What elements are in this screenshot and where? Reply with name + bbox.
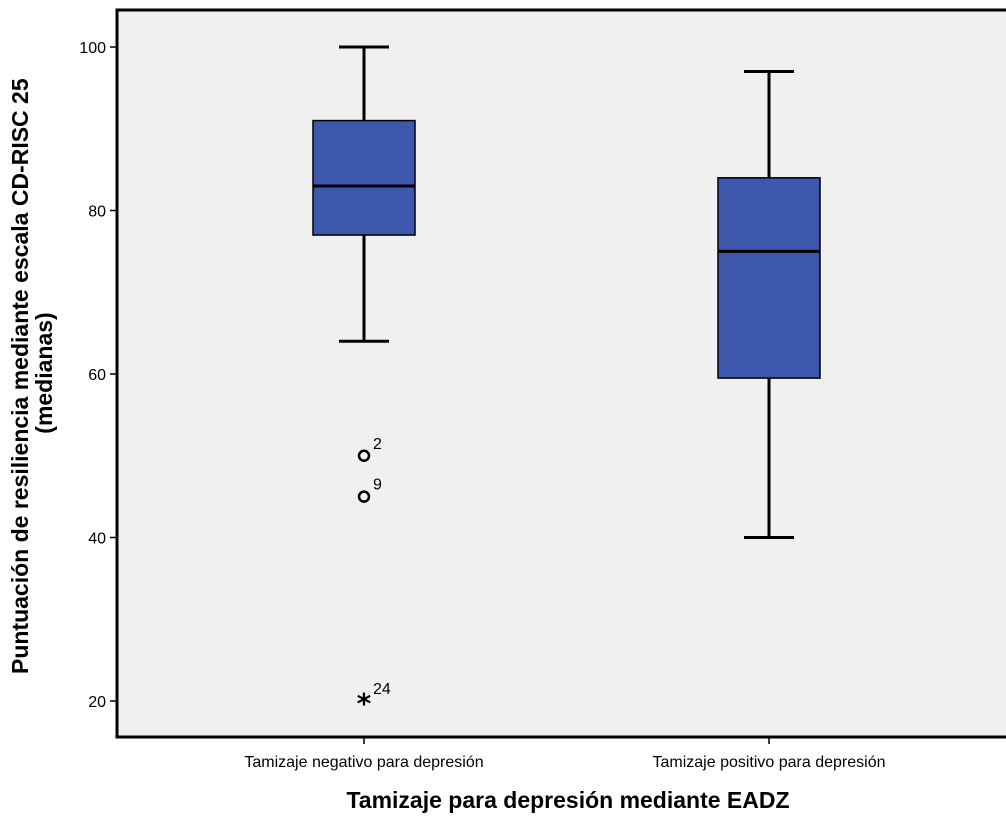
box-group [717,70,821,539]
y-axis: 20 40 60 80 100 [79,40,117,711]
plot-area [115,8,1006,739]
x-axis-title: Tamizaje para depresión mediante EADZ [346,787,789,813]
outlier-label: 2 [373,436,382,453]
extreme-outlier-point: * [357,687,372,720]
y-axis-title: Puntuación de resiliencia mediante escal… [7,72,57,674]
x-category-label: Tamizaje negativo para depresión [244,754,483,771]
y-tick-label: 100 [79,40,106,57]
outlier-point [357,449,371,462]
x-category-label: Tamizaje positivo para depresión [652,754,885,771]
y-tick-label: 20 [88,694,106,711]
iqr-box [717,177,821,379]
y-tick-label: 40 [88,531,106,548]
y-tick-label: 80 [88,204,106,221]
y-tick-label: 60 [88,367,106,384]
y-axis-title-line-1: Puntuación de resiliencia mediante escal… [7,78,33,674]
outlier-label: 9 [373,477,382,494]
box-group: 2 9 * 24 [312,45,416,720]
outlier-label: 24 [373,681,391,698]
iqr-box [312,119,416,236]
x-axis: Tamizaje negativo para depresión Tamizaje… [244,737,886,771]
outlier-point [357,490,371,503]
box-series: 2 9 * 24 [312,45,821,720]
y-axis-title-line-2: (medianas) [31,312,57,433]
